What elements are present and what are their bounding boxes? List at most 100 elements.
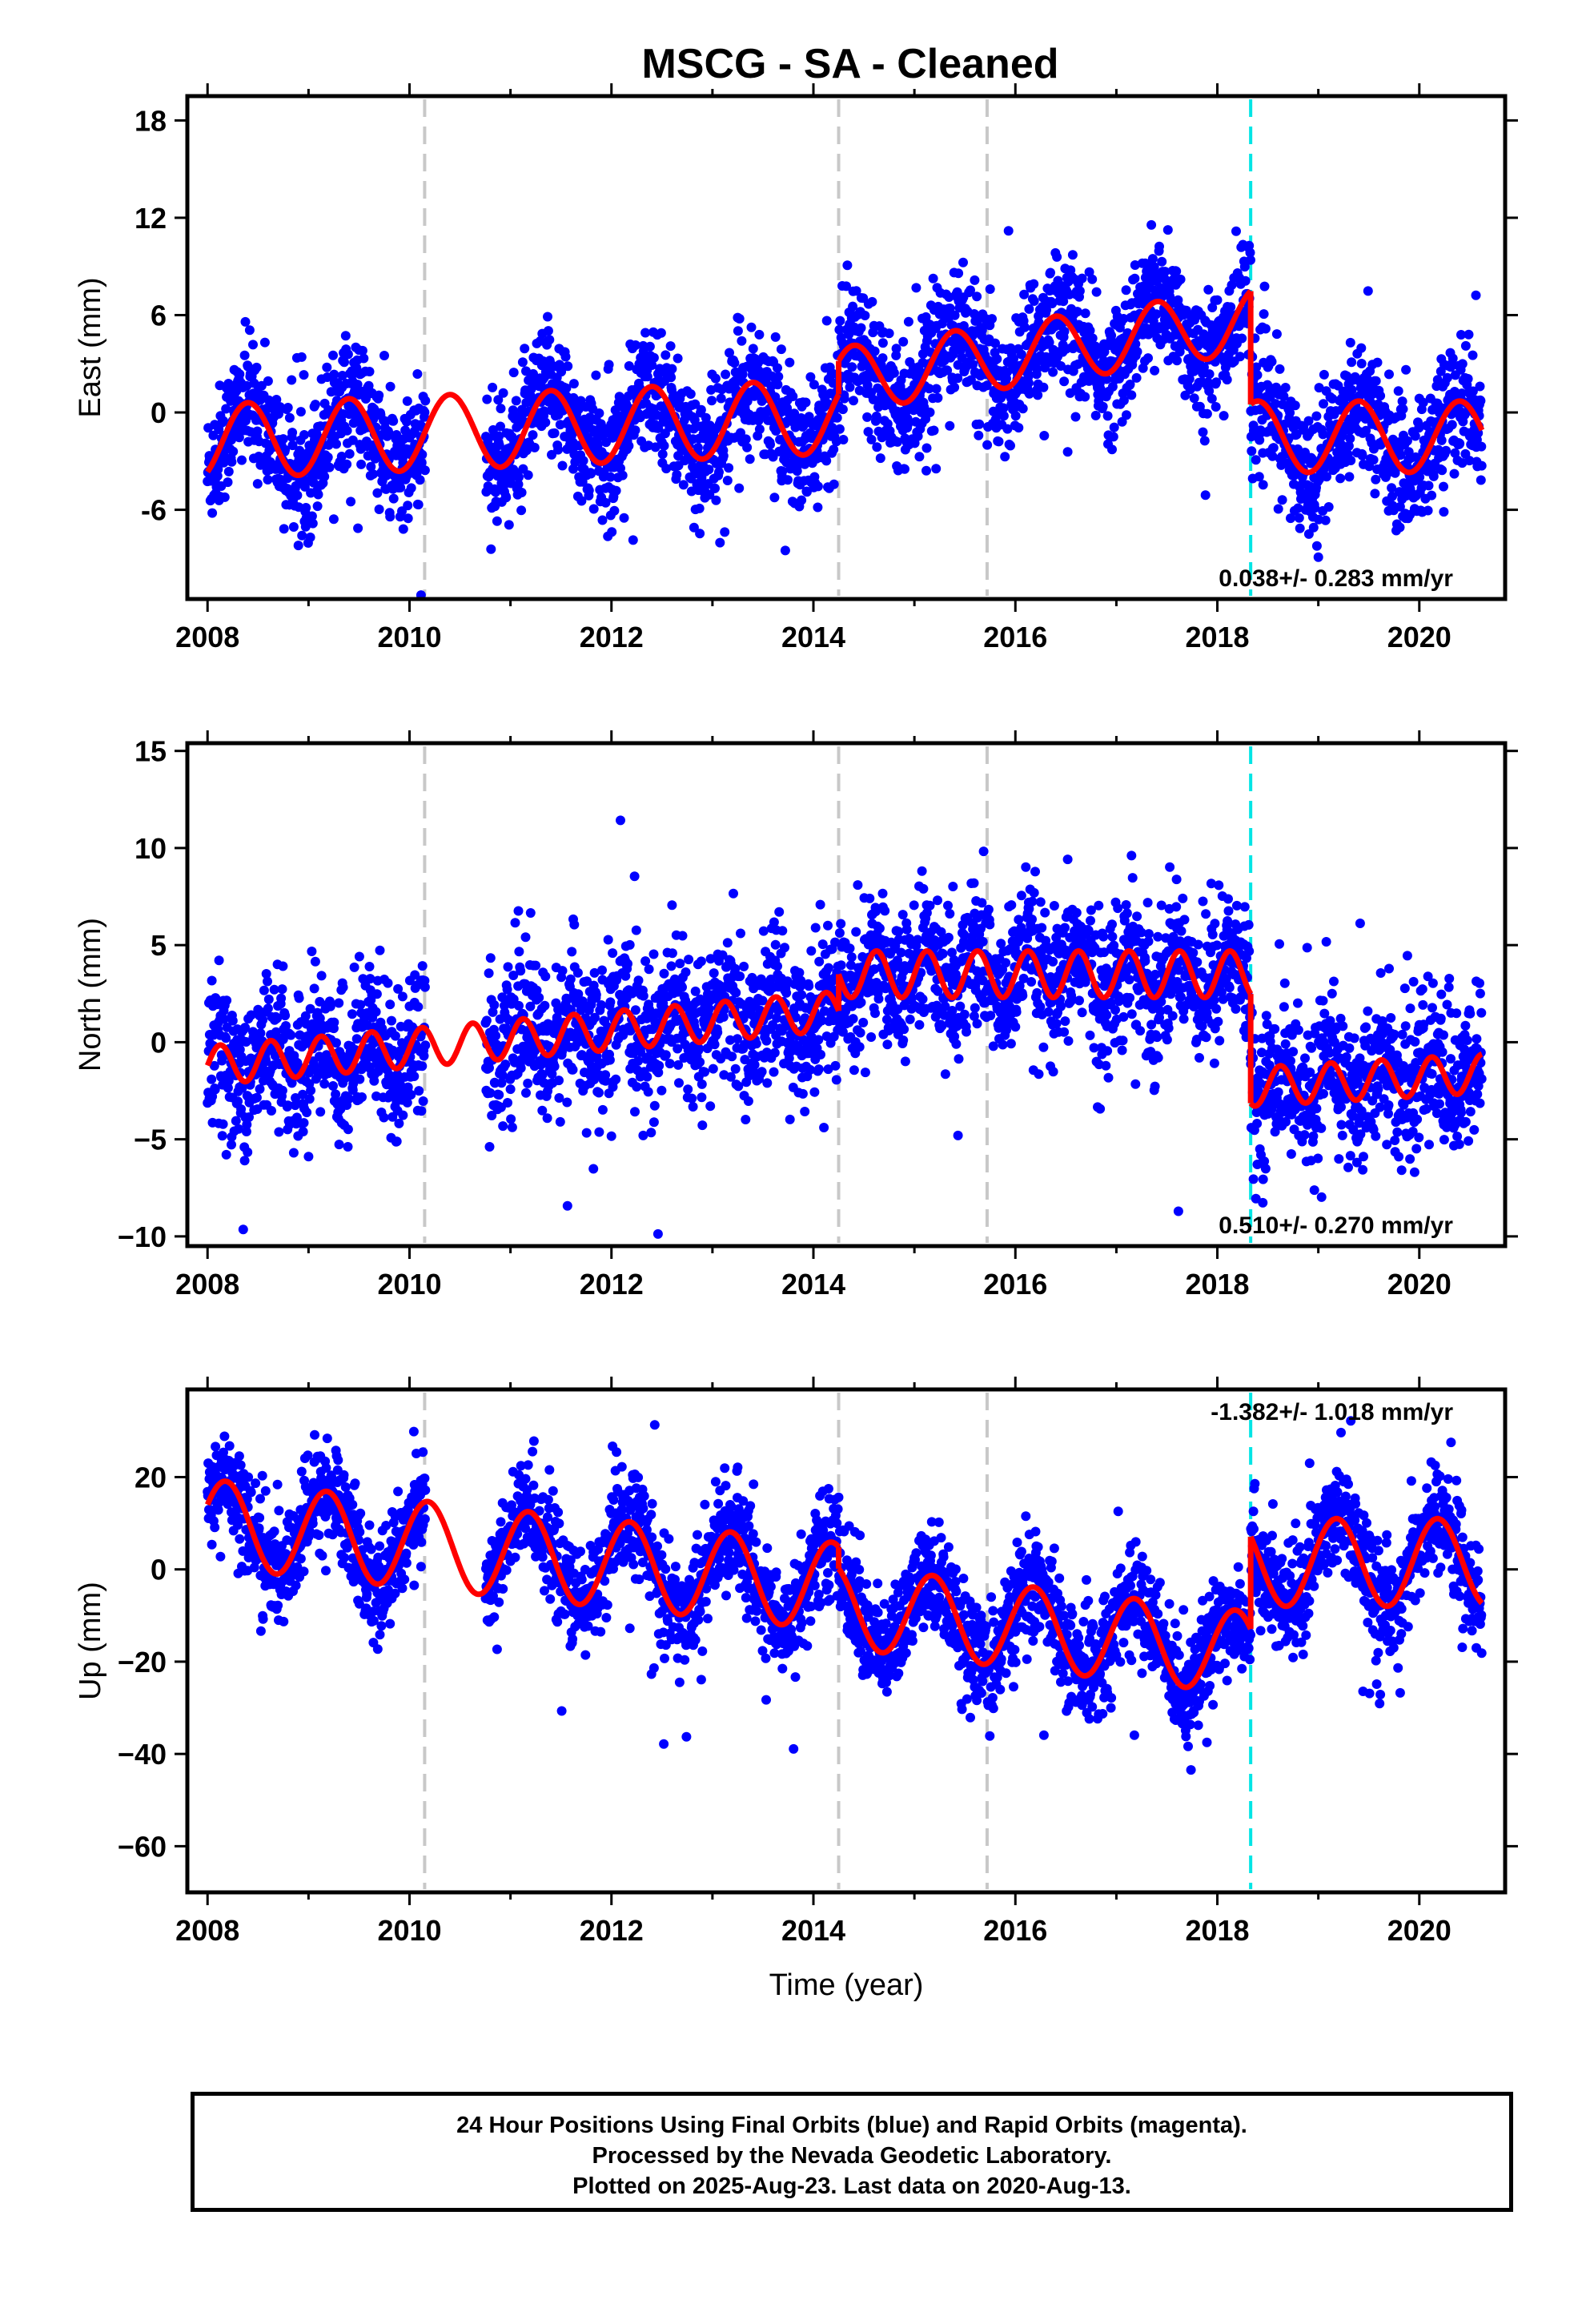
east-data-point — [891, 350, 901, 360]
north-data-points — [203, 815, 1487, 1239]
east-data-point — [871, 411, 881, 421]
east-data-point — [501, 493, 512, 503]
north-data-point — [749, 1059, 760, 1070]
east-data-point — [1047, 299, 1058, 308]
panels: 2008 2010 2012 2014 2016 2018 2020-6061218East… — [74, 83, 1518, 2002]
east-data-point — [1319, 369, 1329, 380]
north-data-point — [751, 1039, 761, 1049]
east-data-point — [299, 370, 309, 380]
east-data-point — [242, 380, 252, 391]
east-data-point — [578, 456, 588, 466]
north-data-point — [594, 1088, 604, 1098]
east-data-point — [1271, 329, 1282, 340]
east-data-point — [339, 357, 349, 368]
east-data-point — [1439, 507, 1449, 517]
north-data-point — [713, 1027, 723, 1038]
north-data-point — [307, 947, 317, 956]
east-data-point — [521, 366, 531, 376]
north-data-point — [485, 953, 496, 963]
north-data-point — [542, 1113, 552, 1124]
east-data-point — [1427, 490, 1437, 501]
east-data-point — [517, 357, 528, 368]
east-data-point — [797, 495, 807, 505]
east-data-point — [252, 479, 263, 489]
east-data-point — [1198, 427, 1208, 437]
north-data-point — [418, 1096, 428, 1106]
north-data-point — [565, 974, 576, 984]
east-data-point — [300, 521, 311, 532]
east-data-point — [809, 380, 819, 390]
east-data-point — [1464, 456, 1475, 466]
north-data-point — [507, 1122, 517, 1132]
north-data-point — [255, 1084, 265, 1094]
east-data-point — [1014, 423, 1024, 433]
east-data-point — [624, 361, 634, 371]
north-data-point — [420, 1040, 431, 1051]
east-data-point — [359, 353, 369, 364]
east-data-point — [1044, 337, 1054, 348]
east-data-point — [1239, 262, 1250, 272]
north-data-point — [227, 1140, 236, 1150]
east-data-point — [891, 344, 901, 354]
east-data-point — [1318, 429, 1328, 440]
north-data-point — [294, 993, 304, 1003]
east-data-point — [1200, 490, 1211, 501]
east-data-point — [494, 440, 504, 450]
east-data-point — [773, 380, 783, 390]
east-data-point — [736, 428, 745, 438]
east-data-point — [1428, 471, 1439, 481]
east-data-point — [1072, 307, 1082, 317]
east-data-point — [295, 407, 306, 417]
north-data-point — [209, 1060, 219, 1071]
east-data-point — [1290, 400, 1300, 411]
north-data-point — [573, 989, 584, 999]
north-data-point — [727, 1051, 737, 1062]
north-data-point — [371, 1007, 381, 1017]
north-data-point — [334, 998, 344, 1008]
east-data-point — [1402, 436, 1412, 446]
north-data-point — [484, 968, 494, 979]
north-data-point — [217, 1131, 227, 1141]
east-data-point — [805, 372, 816, 382]
east-data-point — [248, 340, 258, 350]
north-data-point — [278, 1034, 288, 1044]
north-data-point — [608, 948, 618, 959]
north-data-point — [567, 947, 577, 957]
east-data-point — [385, 381, 396, 392]
north-data-point — [270, 1051, 280, 1061]
east-data-point — [711, 495, 721, 505]
north-data-point — [506, 1114, 516, 1124]
east-data-point — [1147, 254, 1158, 264]
east-data-point — [523, 470, 533, 480]
east-data-point — [954, 268, 964, 279]
east-data-point — [493, 395, 504, 405]
north-data-point — [305, 1003, 315, 1014]
east-data-point — [1033, 390, 1043, 400]
north-data-point — [589, 967, 600, 978]
east-data-point — [617, 470, 628, 480]
east-data-point — [1219, 411, 1229, 421]
east-data-point — [417, 449, 428, 460]
north-data-point — [217, 1055, 227, 1066]
east-data-point — [900, 464, 909, 474]
north-data-point — [298, 1089, 308, 1100]
east-data-point — [1122, 410, 1131, 420]
east-data-point — [284, 412, 295, 423]
north-data-point — [813, 1064, 824, 1075]
east-data-point — [547, 449, 556, 460]
east-data-point — [1268, 443, 1279, 453]
north-data-point — [665, 1059, 675, 1069]
north-data-point — [554, 1093, 564, 1103]
north-data-point — [272, 1013, 283, 1023]
east-model-curve — [836, 289, 1253, 406]
east-data-point — [1387, 483, 1397, 493]
east-y-tick-label: 12 — [135, 202, 167, 235]
east-data-point — [821, 316, 832, 326]
east-data-point — [742, 442, 753, 452]
north-data-point — [643, 1087, 653, 1097]
east-data-point — [821, 456, 832, 466]
east-data-point — [958, 257, 968, 267]
north-data-point — [594, 1127, 604, 1137]
east-data-point — [619, 513, 629, 523]
figure-title: MSCG - SA - Cleaned — [641, 41, 1058, 87]
